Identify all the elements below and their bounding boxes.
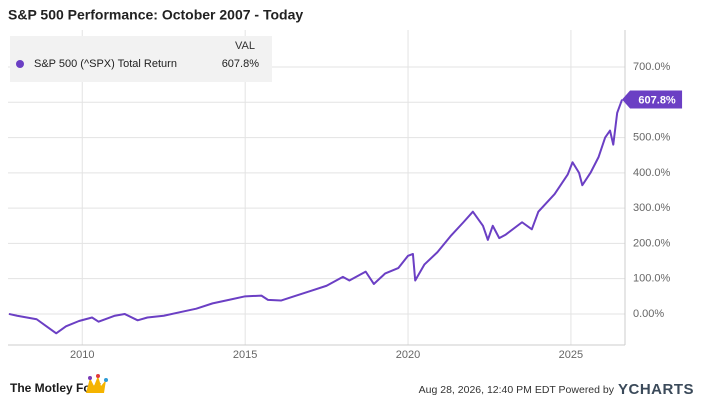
brand-logo: The Motley Fool	[10, 374, 108, 395]
value-label-tag	[622, 90, 683, 109]
brand-icon-dot	[104, 378, 108, 382]
grid	[8, 30, 626, 346]
labels: 0.00%100.0%200.0%300.0%400.0%500.0%600.0…	[70, 61, 683, 361]
x-tick-label: 2010	[70, 349, 94, 361]
y-tick-label: 700.0%	[633, 61, 671, 73]
y-tick-label: 300.0%	[633, 202, 671, 214]
legend-header: VAL	[235, 40, 255, 52]
timestamp: Aug 28, 2026, 12:40 PM EDT Powered by	[419, 384, 615, 396]
value-label: 607.8%	[638, 94, 676, 106]
powered-by-logo: YCHARTS	[618, 381, 694, 398]
legend-value: 607.8%	[222, 58, 260, 70]
legend-label: S&P 500 (^SPX) Total Return	[34, 58, 177, 70]
brand-icon-dot	[88, 376, 92, 380]
y-tick-label: 200.0%	[633, 237, 671, 249]
y-tick-label: 500.0%	[633, 131, 671, 143]
line-series	[8, 99, 624, 335]
brand-icon	[86, 376, 106, 393]
x-tick-label: 2015	[233, 349, 257, 361]
x-tick-label: 2020	[396, 349, 420, 361]
x-tick-label: 2025	[559, 349, 583, 361]
brand-icon-dot	[96, 374, 100, 378]
y-tick-label: 400.0%	[633, 167, 671, 179]
y-tick-label: 0.00%	[633, 308, 664, 320]
legend-marker	[16, 60, 24, 68]
plot-area	[8, 30, 625, 345]
y-tick-label: 100.0%	[633, 273, 671, 285]
chart-title: S&P 500 Performance: October 2007 - Toda…	[8, 7, 303, 23]
plot	[8, 99, 624, 335]
brand-name: The Motley Fool	[10, 381, 101, 395]
legend-box	[10, 36, 272, 82]
